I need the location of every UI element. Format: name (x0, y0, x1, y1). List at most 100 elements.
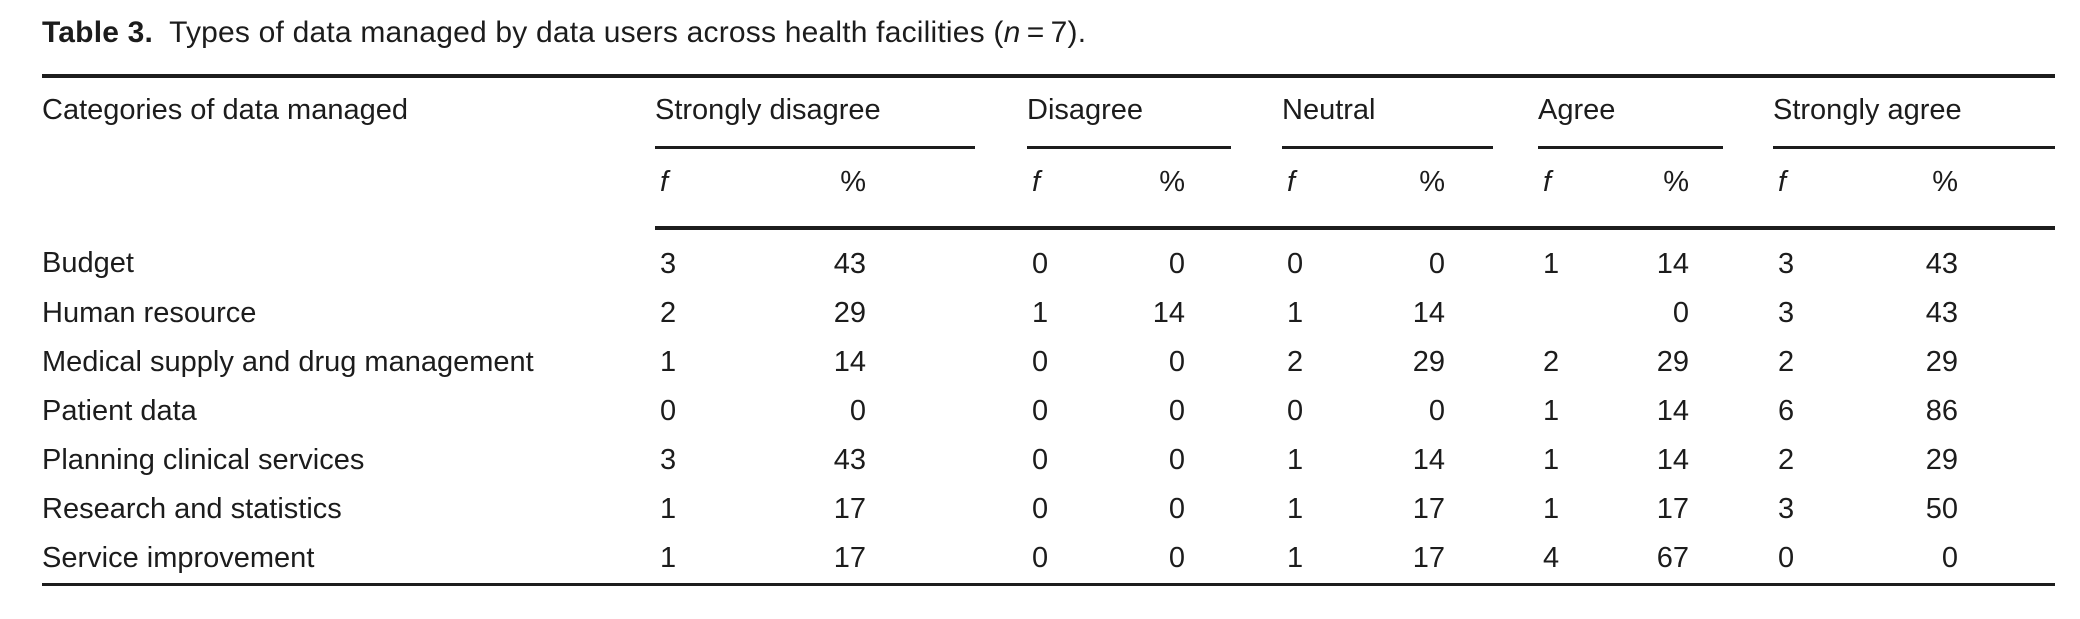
group-header-neutral: Neutral (1282, 76, 1538, 154)
cell-category: Medical supply and drug management (42, 346, 534, 378)
table-row: Planning clinical services 3 43 0 0 1 14… (42, 436, 2055, 485)
group-header-underline (655, 146, 975, 149)
group-header-neutral-label: Neutral (1282, 94, 1376, 126)
table-caption: Table 3. Types of data managed by data us… (42, 14, 2080, 52)
group-header-disagree: Disagree (1027, 76, 1282, 154)
table-row: Human resource 2 29 1 14 1 14 0 3 43 (42, 289, 2055, 338)
cell-a-pct: 0 (1672, 297, 1689, 329)
cell-a-pct: 29 (1656, 346, 1689, 378)
cell-a-f: 4 (1538, 534, 1638, 586)
table-row: Research and statistics 1 17 0 0 1 17 1 … (42, 485, 2055, 534)
cell-sa-pct: 29 (1925, 444, 1958, 476)
cell-sd-f: 1 (655, 534, 755, 586)
cell-sa-pct: 43 (1925, 297, 1958, 329)
cell-sa-pct: 43 (1925, 248, 1958, 280)
cell-d-f: 0 (1032, 395, 1049, 427)
group-header-row: Categories of data managed Strongly disa… (42, 76, 2055, 154)
cell-a-pct: 14 (1656, 395, 1689, 427)
subheader-d-f: f (1027, 154, 1127, 230)
cell-category: Patient data (42, 395, 197, 427)
cell-sd-f: 2 (660, 297, 677, 329)
group-header-disagree-label: Disagree (1027, 94, 1144, 126)
cell-category: Service improvement (42, 534, 655, 586)
cell-sd-pct: 14 (833, 346, 866, 378)
cell-sa-pct: 50 (1925, 493, 1958, 525)
cell-sd-f: 0 (660, 395, 677, 427)
cell-category: Research and statistics (42, 493, 342, 525)
cell-sa-pct: 86 (1925, 395, 1958, 427)
group-header-strongly-agree-label: Strongly agree (1773, 94, 1962, 126)
group-header-underline (1538, 146, 1723, 149)
cell-d-f: 0 (1032, 444, 1049, 476)
subheader-n-f: f (1282, 154, 1382, 230)
group-header-strongly-disagree-label: Strongly disagree (655, 94, 881, 126)
subheader-sd-pct: % (755, 154, 1027, 230)
cell-sd-f: 1 (660, 346, 677, 378)
cell-d-pct: 0 (1168, 444, 1185, 476)
cell-d-pct: 0 (1168, 493, 1185, 525)
cell-d-f: 1 (1032, 297, 1049, 329)
cell-sd-f: 3 (660, 444, 677, 476)
group-header-underline (1282, 146, 1493, 149)
subheader-n-pct: % (1382, 154, 1538, 230)
cell-n-f: 2 (1287, 346, 1304, 378)
cell-d-pct: 0 (1168, 346, 1185, 378)
column-header-categories: Categories of data managed (42, 94, 408, 126)
cell-n-pct: 14 (1412, 297, 1445, 329)
cell-d-f: 0 (1027, 534, 1127, 586)
cell-d-pct: 0 (1127, 534, 1282, 586)
cell-sa-f: 2 (1778, 346, 1795, 378)
cell-n-pct: 0 (1428, 395, 1445, 427)
cell-a-pct: 67 (1638, 534, 1773, 586)
cell-category: Human resource (42, 297, 257, 329)
group-header-agree-label: Agree (1538, 94, 1616, 126)
cell-a-pct: 14 (1656, 444, 1689, 476)
cell-sd-pct: 43 (833, 444, 866, 476)
cell-a-pct: 17 (1656, 493, 1689, 525)
cell-d-pct: 0 (1168, 395, 1185, 427)
cell-sa-pct: 0 (1873, 534, 2055, 586)
cell-n-f: 1 (1287, 444, 1304, 476)
subheader-sd-f: f (655, 154, 755, 230)
cell-n-pct: 17 (1412, 493, 1445, 525)
cell-a-f: 1 (1543, 493, 1560, 525)
cell-n-f: 0 (1287, 395, 1304, 427)
cell-a-f: 1 (1543, 444, 1560, 476)
cell-sd-pct: 17 (833, 493, 866, 525)
cell-d-pct: 0 (1168, 248, 1185, 280)
cell-sd-pct: 17 (755, 534, 1027, 586)
subheader-sa-f: f (1773, 154, 1873, 230)
cell-n-f: 1 (1282, 534, 1382, 586)
cell-sd-pct: 0 (849, 395, 866, 427)
cell-a-pct: 14 (1656, 248, 1689, 280)
group-header-strongly-disagree: Strongly disagree (655, 76, 1027, 154)
cell-n-f: 1 (1287, 297, 1304, 329)
cell-d-f: 0 (1032, 248, 1049, 280)
subheader-sa-pct: % (1873, 154, 2055, 230)
cell-d-f: 0 (1032, 493, 1049, 525)
group-header-underline (1773, 146, 2055, 149)
sub-header-row: f % f % f % f % f % (42, 154, 2055, 230)
table-caption-n-value: = 7). (1020, 16, 1087, 49)
cell-n-pct: 29 (1412, 346, 1445, 378)
cell-category: Planning clinical services (42, 444, 365, 476)
paper-table-page: Table 3. Types of data managed by data us… (42, 14, 2080, 586)
subheader-a-pct: % (1638, 154, 1773, 230)
table-caption-text: Types of data managed by data users acro… (169, 16, 1004, 49)
cell-d-f: 0 (1032, 346, 1049, 378)
cell-a-f (1538, 289, 1638, 338)
cell-a-f: 1 (1543, 395, 1560, 427)
cell-d-pct: 14 (1152, 297, 1185, 329)
table-row: Patient data 0 0 0 0 0 0 1 14 6 86 (42, 387, 2055, 436)
cell-sd-f: 1 (660, 493, 677, 525)
cell-sd-pct: 29 (833, 297, 866, 329)
cell-n-pct: 17 (1382, 534, 1538, 586)
table-row: Medical supply and drug management 1 14 … (42, 338, 2055, 387)
cell-n-f: 1 (1287, 493, 1304, 525)
group-header-underline (1027, 146, 1231, 149)
cell-sa-f: 3 (1778, 248, 1795, 280)
cell-sa-f: 6 (1778, 395, 1795, 427)
subheader-a-f: f (1538, 154, 1638, 230)
cell-sd-f: 3 (660, 248, 677, 280)
cell-n-f: 0 (1287, 248, 1304, 280)
